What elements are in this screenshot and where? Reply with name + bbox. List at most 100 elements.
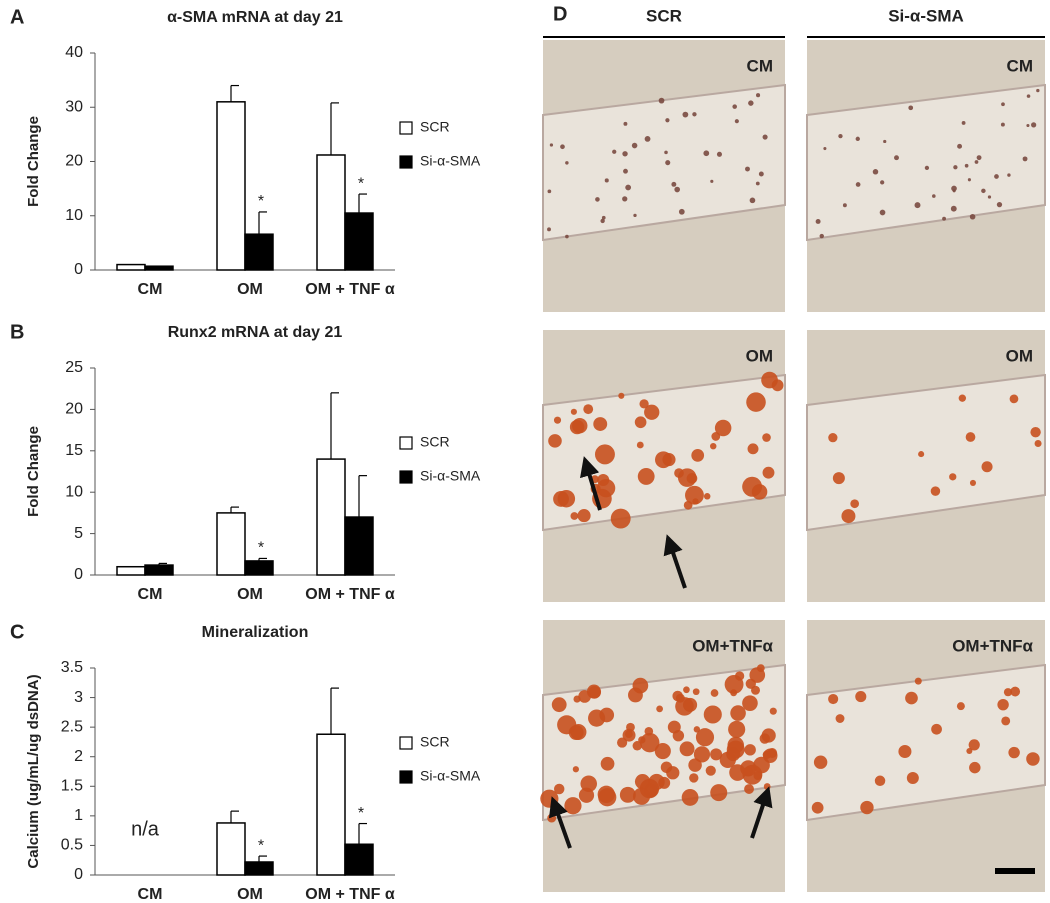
arrow	[548, 796, 572, 849]
stain-spot	[924, 165, 930, 170]
stain-spot	[997, 698, 1009, 711]
stain-spot	[883, 139, 887, 144]
stain-spot	[578, 787, 595, 803]
panel-label: C	[10, 621, 24, 643]
stain-spot	[692, 112, 697, 117]
bar	[316, 733, 346, 876]
bar	[244, 861, 274, 876]
missing-label: n/a	[131, 818, 160, 840]
stain-spot	[682, 697, 698, 712]
significance-marker: *	[258, 193, 264, 210]
stain-spot	[749, 197, 756, 204]
y-tick-label: 0	[74, 866, 83, 883]
stain-spot	[974, 160, 979, 164]
y-tick-label: 25	[65, 359, 83, 376]
micrograph	[542, 330, 786, 602]
stain-spot	[755, 181, 760, 186]
stain-spot	[751, 685, 760, 695]
stain-spot	[578, 690, 591, 703]
stain-spot	[625, 730, 633, 739]
stain-spot	[625, 184, 632, 191]
y-tick-label: 40	[65, 44, 83, 61]
row-label: CM	[747, 56, 773, 75]
stain-spot	[1001, 716, 1011, 726]
error-bar	[358, 193, 367, 214]
bar	[216, 101, 246, 271]
stain-spot	[850, 499, 860, 509]
stain-spot	[769, 707, 777, 715]
stain-spot	[894, 155, 899, 161]
stain-spot	[1000, 122, 1005, 127]
stain-spot	[637, 468, 655, 485]
y-tick-label: 15	[65, 442, 83, 459]
stain-spot	[811, 801, 824, 814]
arrow	[663, 534, 687, 589]
stain-spot	[682, 111, 689, 118]
stain-spot	[735, 671, 745, 681]
stain-spot	[565, 161, 569, 165]
stain-spot	[619, 786, 636, 803]
x-tick-label: OM	[237, 281, 263, 298]
panel-label: A	[10, 6, 24, 28]
stain-spot	[969, 213, 976, 220]
y-tick-label: 20	[65, 401, 83, 418]
stain-spot	[632, 741, 642, 751]
stain-spot	[1030, 426, 1041, 438]
stain-spot	[1026, 94, 1031, 98]
stain-spot	[572, 766, 579, 773]
stain-spot	[639, 399, 649, 409]
stain-spot	[956, 702, 965, 711]
x-tick-label: OM	[237, 886, 263, 903]
stain-spot	[612, 149, 617, 154]
tissue-band	[542, 83, 786, 242]
stain-spot	[622, 151, 628, 157]
stain-spot	[560, 144, 565, 150]
stain-spot	[1009, 394, 1019, 404]
stain-spot	[553, 416, 562, 424]
stain-spot	[577, 509, 591, 523]
stain-spot	[689, 773, 699, 783]
stain-spot	[640, 732, 660, 753]
stain-spot	[693, 746, 711, 763]
stain-spot	[880, 180, 885, 185]
stain-spot	[832, 472, 845, 485]
stain-spot	[987, 195, 992, 199]
stain-spot	[548, 434, 562, 448]
stain-spot	[691, 448, 705, 462]
stain-spot	[604, 178, 609, 183]
stain-spot	[547, 227, 551, 232]
stain-spot	[742, 695, 758, 711]
bar	[244, 233, 274, 271]
x-tick-label: OM + TNF α	[305, 586, 395, 603]
stain-spot	[748, 100, 754, 106]
stain-spot	[568, 725, 584, 741]
error-bar	[330, 687, 339, 735]
stain-spot	[633, 213, 637, 218]
y-tick-label: 10	[65, 483, 83, 500]
legend-label: SCR	[420, 434, 450, 450]
stain-spot	[656, 705, 664, 713]
stain-spot	[597, 473, 610, 486]
stain-spot	[623, 121, 628, 126]
y-tick-label: 20	[65, 153, 83, 170]
stain-spot	[1007, 173, 1011, 177]
stain-spot	[710, 748, 723, 761]
y-tick-label: 0	[74, 261, 83, 278]
stain-spot	[685, 485, 704, 505]
error-bar	[258, 557, 267, 561]
legend-swatch	[399, 436, 413, 450]
stain-spot	[716, 151, 722, 157]
stain-spot	[753, 771, 763, 780]
stain-spot	[744, 744, 756, 756]
stain-spot	[726, 740, 745, 759]
column-header: SCR	[646, 6, 682, 25]
stain-spot	[547, 813, 557, 823]
arrow	[580, 456, 602, 511]
stain-spot	[664, 150, 668, 155]
chart-title: α-SMA mRNA at day 21	[167, 9, 343, 26]
stain-spot	[1031, 122, 1037, 128]
scale-bar	[995, 868, 1035, 874]
micrograph	[806, 620, 1046, 892]
stain-spot	[828, 433, 838, 443]
stain-spot	[617, 737, 628, 748]
